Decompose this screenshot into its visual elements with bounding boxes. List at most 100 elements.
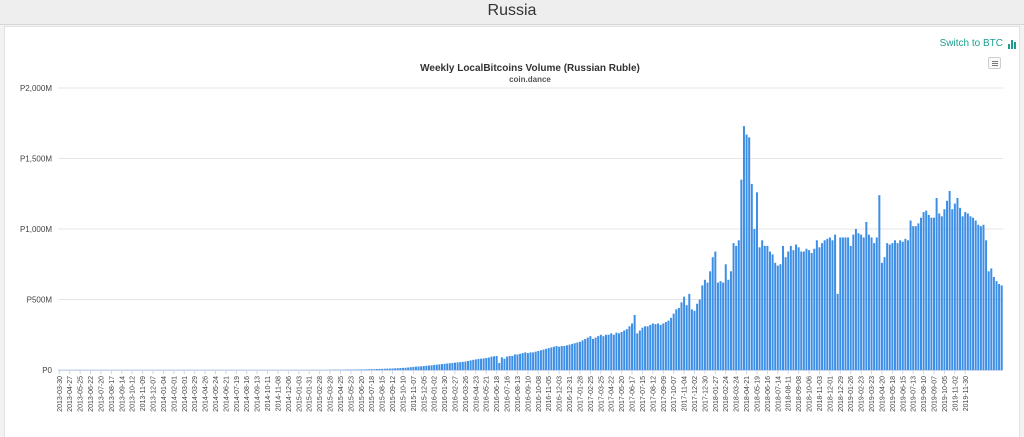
y-tick-label: P1,500M bbox=[20, 155, 52, 164]
hamburger-line bbox=[992, 63, 998, 64]
bar bbox=[560, 346, 563, 370]
bar bbox=[591, 338, 594, 370]
bar bbox=[935, 197, 938, 370]
bar bbox=[810, 252, 813, 370]
x-tick-label: 2017-10-07 bbox=[671, 376, 678, 412]
bar bbox=[677, 307, 680, 370]
bar bbox=[946, 200, 949, 370]
x-tick-label: 2018-02-24 bbox=[723, 376, 730, 412]
bar bbox=[558, 346, 561, 370]
bar bbox=[972, 217, 975, 370]
bar bbox=[516, 354, 519, 370]
bar bbox=[779, 264, 782, 370]
bar bbox=[631, 323, 634, 370]
x-tick-label: 2013-04-27 bbox=[67, 376, 74, 412]
x-tick-label: 2017-04-22 bbox=[609, 376, 616, 412]
x-tick-label: 2013-12-07 bbox=[151, 376, 158, 412]
bar bbox=[919, 217, 922, 370]
x-tick-label: 2016-01-30 bbox=[442, 376, 449, 412]
x-tick-label: 2017-12-30 bbox=[702, 376, 709, 412]
bar bbox=[381, 368, 384, 370]
bar bbox=[667, 320, 670, 370]
bar bbox=[610, 333, 613, 370]
bar bbox=[821, 243, 824, 370]
bar bbox=[490, 356, 493, 370]
bar bbox=[612, 334, 615, 370]
switch-to-btc-link[interactable]: Switch to BTC bbox=[940, 38, 1016, 49]
x-tick-label: 2016-08-13 bbox=[515, 376, 522, 412]
x-tick-label: 2018-06-16 bbox=[765, 376, 772, 412]
bar bbox=[425, 365, 428, 370]
bar bbox=[867, 234, 870, 370]
x-tick-label: 2019-06-15 bbox=[900, 376, 907, 412]
bar bbox=[761, 240, 764, 370]
bar bbox=[375, 369, 378, 370]
x-tick-label: 2017-11-04 bbox=[682, 376, 689, 411]
x-tick-label: 2018-07-14 bbox=[775, 376, 782, 412]
bar bbox=[427, 365, 430, 370]
bar bbox=[693, 310, 696, 370]
bar bbox=[683, 296, 686, 370]
bar bbox=[959, 207, 962, 370]
bar bbox=[750, 183, 753, 370]
x-tick-label: 2015-07-18 bbox=[369, 376, 376, 412]
x-tick-label: 2014-12-06 bbox=[286, 376, 293, 412]
bar bbox=[659, 324, 662, 370]
bar bbox=[854, 229, 857, 370]
bar bbox=[990, 268, 993, 370]
x-tick-label: 2018-09-08 bbox=[796, 376, 803, 412]
bar bbox=[703, 279, 706, 370]
bar bbox=[969, 216, 972, 370]
bar bbox=[813, 248, 816, 370]
bar bbox=[388, 368, 391, 370]
x-tick-label: 2015-08-15 bbox=[380, 376, 387, 412]
bar bbox=[758, 247, 761, 370]
bar bbox=[789, 245, 792, 370]
bar bbox=[459, 362, 462, 370]
bar bbox=[589, 336, 592, 370]
bar bbox=[745, 134, 748, 370]
bar bbox=[802, 251, 805, 370]
bar bbox=[391, 368, 394, 370]
bar bbox=[539, 350, 542, 370]
bar bbox=[828, 237, 831, 370]
x-tick-label: 2014-02-01 bbox=[171, 376, 178, 412]
bar bbox=[951, 209, 954, 370]
x-tick-label: 2016-01-02 bbox=[432, 376, 439, 412]
bar bbox=[763, 245, 766, 370]
bar bbox=[714, 251, 717, 370]
bar bbox=[888, 244, 891, 370]
bar bbox=[719, 281, 722, 370]
bar bbox=[938, 213, 941, 370]
x-tick-label: 2017-05-20 bbox=[619, 376, 626, 412]
bar bbox=[841, 237, 844, 370]
x-tick-label: 2018-04-21 bbox=[744, 376, 751, 412]
chart-title: Weekly LocalBitcoins Volume (Russian Rub… bbox=[420, 63, 640, 74]
x-tick-label: 2015-06-20 bbox=[359, 376, 366, 412]
x-tick-label: 2019-09-07 bbox=[932, 376, 939, 412]
bar bbox=[865, 221, 868, 370]
x-tick-label: 2016-06-18 bbox=[494, 376, 501, 412]
y-tick-label: P2,000M bbox=[20, 84, 52, 93]
x-tick-label: 2018-11-03 bbox=[817, 376, 824, 411]
bar bbox=[776, 265, 779, 370]
x-tick-label: 2015-05-23 bbox=[348, 376, 355, 412]
x-tick-label: 2016-04-23 bbox=[473, 376, 480, 412]
bar bbox=[532, 352, 535, 370]
bar bbox=[464, 361, 467, 370]
chart-menu-button[interactable] bbox=[988, 57, 1001, 69]
x-tick-label: 2017-01-28 bbox=[577, 376, 584, 412]
x-tick-label: 2016-09-10 bbox=[525, 376, 532, 412]
x-tick-label: 2014-01-04 bbox=[161, 376, 168, 412]
bar bbox=[477, 359, 480, 370]
bar bbox=[886, 243, 889, 370]
x-tick-label: 2016-03-26 bbox=[463, 376, 470, 412]
x-tick-label: 2014-04-26 bbox=[203, 376, 210, 412]
x-tick-label: 2014-08-16 bbox=[244, 376, 251, 412]
bar bbox=[378, 368, 381, 370]
x-tick-label: 2017-07-15 bbox=[640, 376, 647, 412]
bar bbox=[467, 360, 470, 370]
bar bbox=[550, 347, 553, 370]
page-title: Russia bbox=[487, 2, 537, 19]
bar bbox=[657, 323, 660, 370]
